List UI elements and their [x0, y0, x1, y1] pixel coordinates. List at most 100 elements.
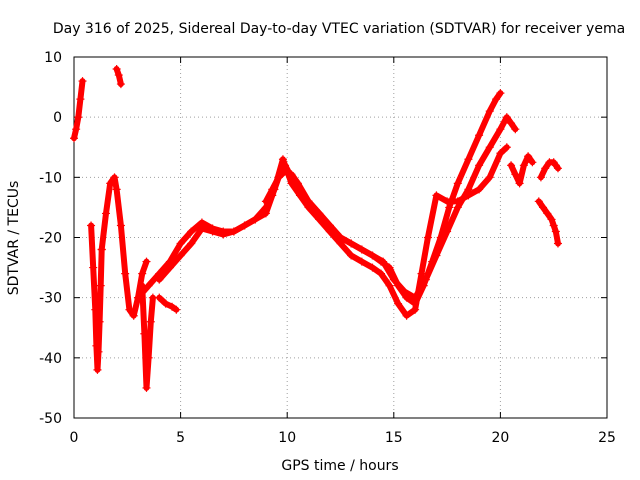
- data-point: [347, 251, 356, 260]
- data-point: [368, 263, 377, 272]
- series-trace: [139, 282, 156, 391]
- data-point: [91, 305, 100, 314]
- series-track-2: [112, 65, 125, 89]
- data-point: [304, 197, 313, 206]
- data-point: [95, 317, 104, 326]
- data-point: [453, 203, 462, 212]
- data-point: [432, 251, 441, 260]
- data-point: [536, 173, 545, 182]
- series-track-1: [70, 77, 87, 143]
- data-point: [443, 227, 452, 236]
- data-point: [138, 269, 147, 278]
- data-point: [492, 95, 501, 104]
- data-point: [519, 161, 528, 170]
- axis-ticks: 0 5 10 15 20 25 -50 -40 -30 -20 -10 0 10: [39, 50, 616, 446]
- series-track-6: [133, 143, 511, 320]
- data-point: [114, 71, 123, 80]
- data-point: [274, 173, 283, 182]
- data-point: [524, 152, 533, 161]
- data-point: [92, 341, 101, 350]
- data-point: [176, 239, 185, 248]
- data-point: [357, 257, 366, 266]
- data-point: [140, 329, 149, 338]
- data-point: [287, 170, 296, 179]
- data-point: [528, 158, 537, 167]
- data-point: [496, 125, 505, 134]
- data-point: [541, 164, 550, 173]
- data-point: [421, 275, 430, 284]
- data-point: [496, 149, 505, 158]
- data-point: [534, 197, 543, 206]
- data-point: [445, 203, 454, 212]
- data-point: [146, 317, 155, 326]
- data-point: [112, 65, 121, 74]
- data-point: [168, 302, 177, 311]
- data-point: [507, 161, 516, 170]
- data-point: [125, 305, 134, 314]
- data-point: [172, 305, 181, 314]
- data-point: [389, 275, 398, 284]
- data-point: [417, 269, 426, 278]
- data-point: [485, 173, 494, 182]
- data-point: [229, 227, 238, 236]
- data-point: [144, 281, 153, 290]
- series-track-9: [507, 152, 537, 188]
- y-tick-label: -50: [39, 411, 62, 427]
- data-point: [551, 227, 560, 236]
- data-point: [539, 203, 548, 212]
- data-point: [553, 164, 562, 173]
- data-point: [394, 299, 403, 308]
- data-point: [511, 125, 520, 134]
- data-point: [94, 347, 103, 356]
- data-points: [70, 65, 562, 392]
- data-point: [89, 263, 98, 272]
- data-point: [129, 311, 138, 320]
- data-point: [453, 179, 462, 188]
- data-point: [496, 89, 505, 98]
- data-point: [240, 221, 249, 230]
- data-point: [553, 239, 562, 248]
- data-point: [187, 227, 196, 236]
- data-point: [336, 233, 345, 242]
- data-point: [502, 113, 511, 122]
- data-point: [87, 221, 96, 230]
- data-point: [96, 281, 105, 290]
- data-point: [549, 221, 558, 230]
- data-point: [208, 227, 217, 236]
- x-axis-label: GPS time / hours: [281, 458, 398, 474]
- data-point: [76, 95, 85, 104]
- data-point: [161, 299, 170, 308]
- y-tick-label: -10: [39, 170, 62, 186]
- data-point: [411, 293, 420, 302]
- data-point: [475, 161, 484, 170]
- data-point: [155, 293, 164, 302]
- series-track-12: [155, 293, 181, 314]
- data-point: [116, 80, 125, 89]
- y-tick-label: -20: [39, 231, 62, 247]
- y-tick-label: 10: [44, 50, 62, 66]
- data-point: [475, 185, 484, 194]
- data-point: [144, 353, 153, 362]
- data-point: [511, 170, 520, 179]
- y-tick-label: -30: [39, 291, 62, 307]
- data-point: [219, 230, 228, 239]
- data-point: [133, 293, 142, 302]
- data-point: [121, 269, 130, 278]
- data-point: [315, 209, 324, 218]
- data-point: [106, 179, 115, 188]
- data-point: [101, 209, 110, 218]
- x-tick-label: 10: [278, 430, 296, 446]
- data-point: [379, 257, 388, 266]
- data-point: [155, 275, 164, 284]
- data-point: [485, 107, 494, 116]
- series-track-5: [138, 281, 157, 392]
- y-axis-label: SDTVAR / TECUs: [6, 181, 22, 296]
- data-point: [142, 383, 151, 392]
- data-point: [251, 215, 260, 224]
- series-track-11: [534, 197, 562, 248]
- data-point: [402, 311, 411, 320]
- chart-title: Day 316 of 2025, Sidereal Day-to-day VTE…: [53, 21, 625, 37]
- data-point: [464, 185, 473, 194]
- data-point: [347, 239, 356, 248]
